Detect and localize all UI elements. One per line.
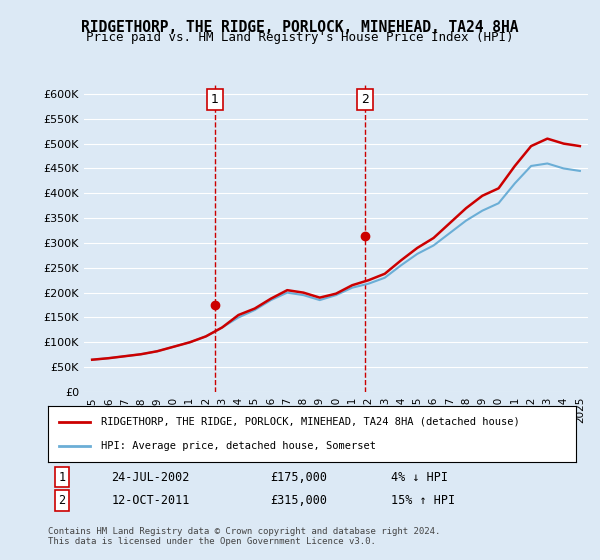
Text: 15% ↑ HPI: 15% ↑ HPI bbox=[391, 494, 455, 507]
Text: RIDGETHORP, THE RIDGE, PORLOCK, MINEHEAD, TA24 8HA (detached house): RIDGETHORP, THE RIDGE, PORLOCK, MINEHEAD… bbox=[101, 417, 520, 427]
Text: 1: 1 bbox=[211, 93, 219, 106]
Text: 1: 1 bbox=[59, 470, 65, 484]
Text: 4% ↓ HPI: 4% ↓ HPI bbox=[391, 470, 448, 484]
Text: 24-JUL-2002: 24-JUL-2002 bbox=[112, 470, 190, 484]
Text: HPI: Average price, detached house, Somerset: HPI: Average price, detached house, Some… bbox=[101, 441, 376, 451]
Text: 2: 2 bbox=[59, 494, 65, 507]
Text: RIDGETHORP, THE RIDGE, PORLOCK, MINEHEAD, TA24 8HA: RIDGETHORP, THE RIDGE, PORLOCK, MINEHEAD… bbox=[81, 20, 519, 35]
Text: £315,000: £315,000 bbox=[270, 494, 327, 507]
Text: 12-OCT-2011: 12-OCT-2011 bbox=[112, 494, 190, 507]
Text: Contains HM Land Registry data © Crown copyright and database right 2024.
This d: Contains HM Land Registry data © Crown c… bbox=[48, 526, 440, 546]
Text: £175,000: £175,000 bbox=[270, 470, 327, 484]
Text: Price paid vs. HM Land Registry's House Price Index (HPI): Price paid vs. HM Land Registry's House … bbox=[86, 31, 514, 44]
Text: 2: 2 bbox=[361, 93, 369, 106]
